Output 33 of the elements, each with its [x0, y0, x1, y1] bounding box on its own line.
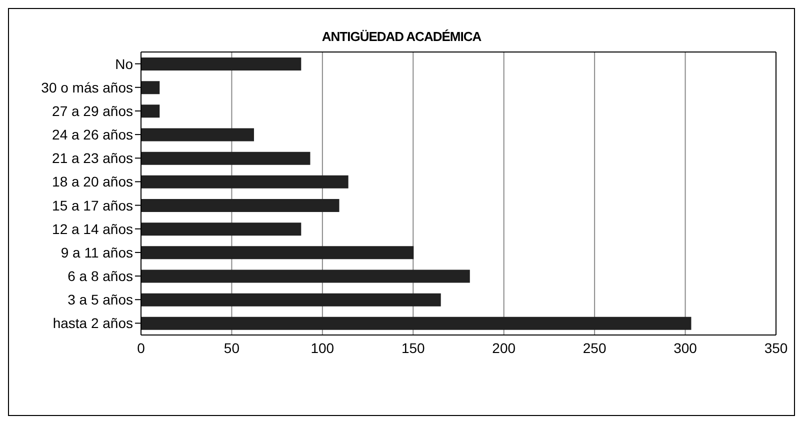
- x-tick-label: 0: [137, 340, 146, 356]
- bar: [141, 270, 470, 283]
- x-tick-label: 50: [224, 340, 240, 356]
- bar: [141, 128, 254, 142]
- chart-title: ANTIGÜEDAD ACADÉMICA: [320, 29, 482, 44]
- bar: [141, 199, 340, 212]
- bar: [141, 175, 348, 188]
- y-tick-label: 18 a 20 años: [52, 174, 133, 190]
- y-tick-label: 12 a 14 años: [52, 220, 133, 237]
- y-tick-label: hasta 2 años: [52, 315, 133, 332]
- bar: [141, 58, 302, 70]
- x-tick-label: 300: [674, 340, 698, 356]
- y-tick-label: 9 a 11 años: [60, 244, 133, 260]
- bar: [141, 316, 692, 330]
- y-tick-label: 15 a 17 años: [52, 197, 133, 214]
- y-tick-label: 6 a 8 años: [68, 268, 133, 284]
- bar: [141, 293, 441, 306]
- x-tick-label: 150: [401, 340, 426, 356]
- bar: [141, 246, 414, 260]
- x-tick-label: 350: [764, 340, 788, 356]
- x-tick-label: 200: [492, 340, 516, 356]
- y-tick-label: No: [115, 56, 134, 72]
- bar: [141, 104, 160, 118]
- bar: [141, 222, 302, 236]
- bar: [141, 81, 160, 94]
- y-tick-label: 30 o más años: [41, 79, 133, 96]
- x-tick-label: 250: [582, 340, 606, 356]
- y-tick-label: 21 a 23 años: [52, 150, 133, 166]
- y-tick-label: 27 a 29 años: [52, 102, 133, 119]
- y-tick-label: 24 a 26 años: [52, 126, 133, 143]
- y-tick-label: 3 a 5 años: [68, 292, 133, 308]
- x-tick-label: 100: [310, 340, 334, 356]
- bar: [141, 152, 310, 165]
